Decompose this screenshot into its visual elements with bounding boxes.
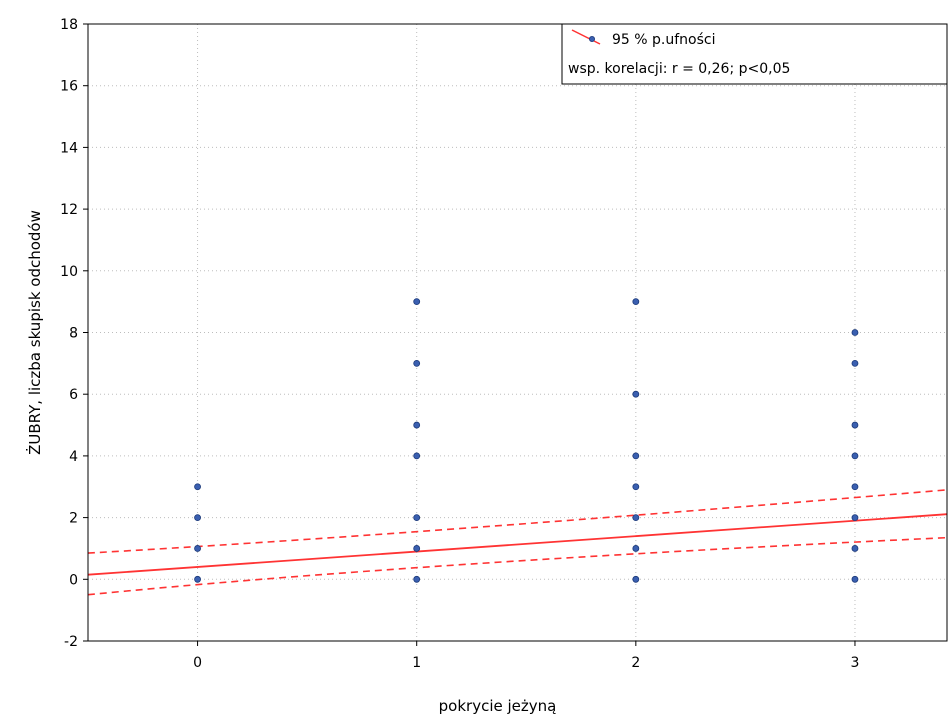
data-point [413, 452, 421, 460]
data-point [851, 545, 859, 552]
x-axis-ticks: 0 1 2 3 [193, 641, 859, 671]
y-tick-label: 4 [69, 449, 78, 465]
y-tick-label: 10 [60, 264, 78, 280]
data-point [194, 545, 201, 552]
y-tick-label: 0 [69, 572, 78, 588]
data-point [851, 359, 859, 367]
data-point [194, 575, 201, 583]
data-point [413, 359, 421, 367]
data-point [851, 329, 859, 336]
data-point [851, 421, 859, 429]
data-point [413, 421, 421, 429]
data-point [851, 575, 859, 583]
confidence-band [87, 489, 948, 596]
data-point [632, 452, 640, 460]
data-point [413, 298, 421, 306]
legend: 95 % p.ufności wsp. korelacji: r = 0,26;… [561, 23, 948, 85]
data-point [632, 298, 640, 306]
data-point [194, 514, 201, 521]
data-point [632, 390, 640, 398]
y-tick-label: 14 [60, 140, 78, 156]
regression-line [87, 513, 948, 576]
data-point [413, 575, 421, 583]
data-point [413, 514, 421, 521]
legend-entry-confidence: 95 % p.ufności [612, 32, 715, 48]
y-tick-label: 8 [69, 326, 78, 342]
data-point [851, 452, 859, 460]
data-points [194, 298, 859, 583]
x-tick-label: 1 [412, 655, 421, 671]
data-point [632, 545, 640, 552]
legend-entry-correlation: wsp. korelacji: r = 0,26; p<0,05 [568, 61, 790, 77]
grid [88, 23, 947, 642]
x-tick-label: 2 [631, 655, 640, 671]
legend-line-symbol [571, 29, 601, 45]
confidence-upper-line [87, 489, 948, 554]
x-tick-label: 3 [851, 655, 860, 671]
y-tick-label: 18 [60, 17, 78, 33]
data-point [413, 545, 421, 552]
legend-box [561, 23, 948, 85]
y-tick-label: 6 [69, 387, 78, 403]
y-axis-ticks: -2 0 2 4 6 8 10 12 14 16 18 [60, 17, 88, 650]
data-point [632, 483, 640, 491]
data-point [194, 483, 201, 491]
legend-point-symbol [589, 36, 596, 43]
data-point [632, 514, 640, 521]
data-point [851, 514, 859, 521]
y-tick-label: 12 [60, 202, 78, 218]
x-tick-label: 0 [193, 655, 202, 671]
y-tick-label: 16 [60, 79, 78, 95]
y-tick-label: 2 [69, 511, 78, 527]
data-point [851, 483, 859, 491]
x-axis-label: pokrycie jeżyną [439, 697, 557, 715]
regression-line-group [87, 513, 948, 576]
y-axis-label: ŻUBRY, liczba skupisk odchodów [25, 210, 44, 455]
data-point [632, 575, 640, 583]
confidence-lower-line [87, 536, 948, 596]
y-tick-label: -2 [64, 634, 78, 650]
